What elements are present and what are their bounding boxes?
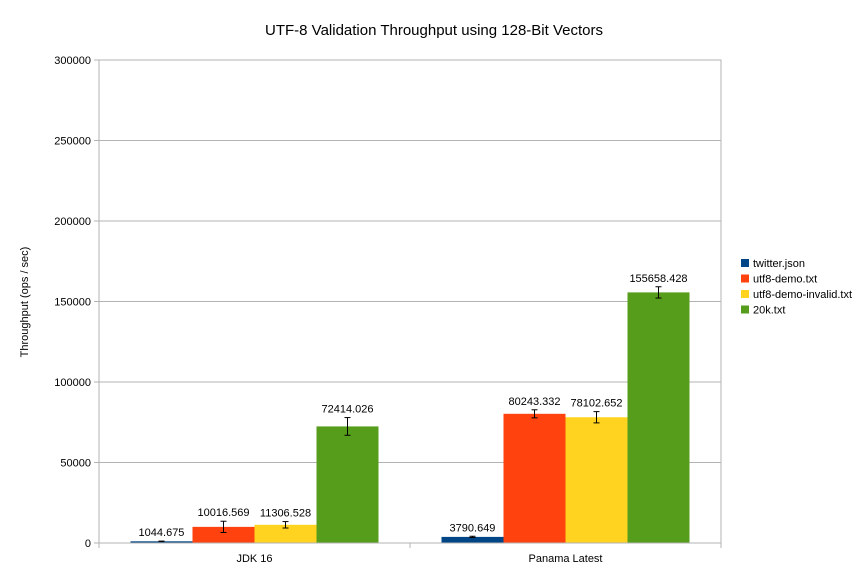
data-label: 78102.652: [571, 398, 623, 410]
data-label: 10016.569: [198, 507, 250, 519]
bar: [503, 413, 566, 543]
bar: [627, 292, 690, 543]
y-tick-label: 50000: [60, 458, 91, 470]
bar: [441, 536, 504, 543]
error-bar: [220, 520, 227, 534]
bars: 1044.675 3790.649 10016.569 80243.332 11306.…: [130, 273, 690, 543]
legend-swatch: [741, 274, 749, 283]
data-label: 80243.332: [509, 396, 561, 408]
bar: [565, 417, 628, 543]
error-bar: [655, 286, 662, 299]
data-label: 11306.528: [260, 508, 311, 520]
bar: [316, 426, 379, 543]
bar: [254, 524, 317, 543]
x-category-label: JDK 16: [236, 553, 272, 565]
data-label: 72414.026: [322, 404, 374, 416]
y-tick-label: 250000: [54, 136, 91, 148]
error-bar: [469, 535, 476, 539]
legend-swatch: [741, 290, 749, 298]
bar: [192, 526, 255, 543]
y-tick-label: 100000: [54, 377, 91, 389]
data-label: 3790.649: [450, 522, 496, 534]
y-tick-label: 0: [85, 538, 91, 550]
bar: [130, 541, 193, 543]
chart-title: UTF-8 Validation Throughput using 128-Bi…: [265, 22, 603, 39]
axes: 0 50000 100000 150000 200000 250000 300000 JDK …: [54, 55, 722, 565]
legend-entry: utf8-demo.txt: [753, 274, 817, 286]
legend-entry: utf8-demo-invalid.txt: [753, 289, 852, 301]
error-bar: [531, 409, 538, 419]
data-label: 155658.428: [629, 273, 687, 285]
error-bar: [593, 411, 600, 424]
legend: twitter.json utf8-demo.txt utf8-demo-inval…: [741, 258, 852, 317]
data-label: 1044.675: [139, 527, 185, 539]
legend-entry: 20k.txt: [753, 305, 785, 317]
y-axis-label: Throughput (ops / sec): [19, 247, 31, 358]
y-tick-label: 150000: [54, 297, 91, 309]
legend-swatch: [741, 259, 749, 267]
y-tick-label: 200000: [54, 216, 91, 228]
error-bar: [282, 521, 289, 529]
legend-entry: twitter.json: [753, 258, 805, 270]
x-category-label: Panama Latest: [529, 553, 603, 565]
y-tick-label: 300000: [54, 55, 91, 67]
error-bar: [344, 417, 351, 436]
legend-swatch: [741, 305, 749, 314]
